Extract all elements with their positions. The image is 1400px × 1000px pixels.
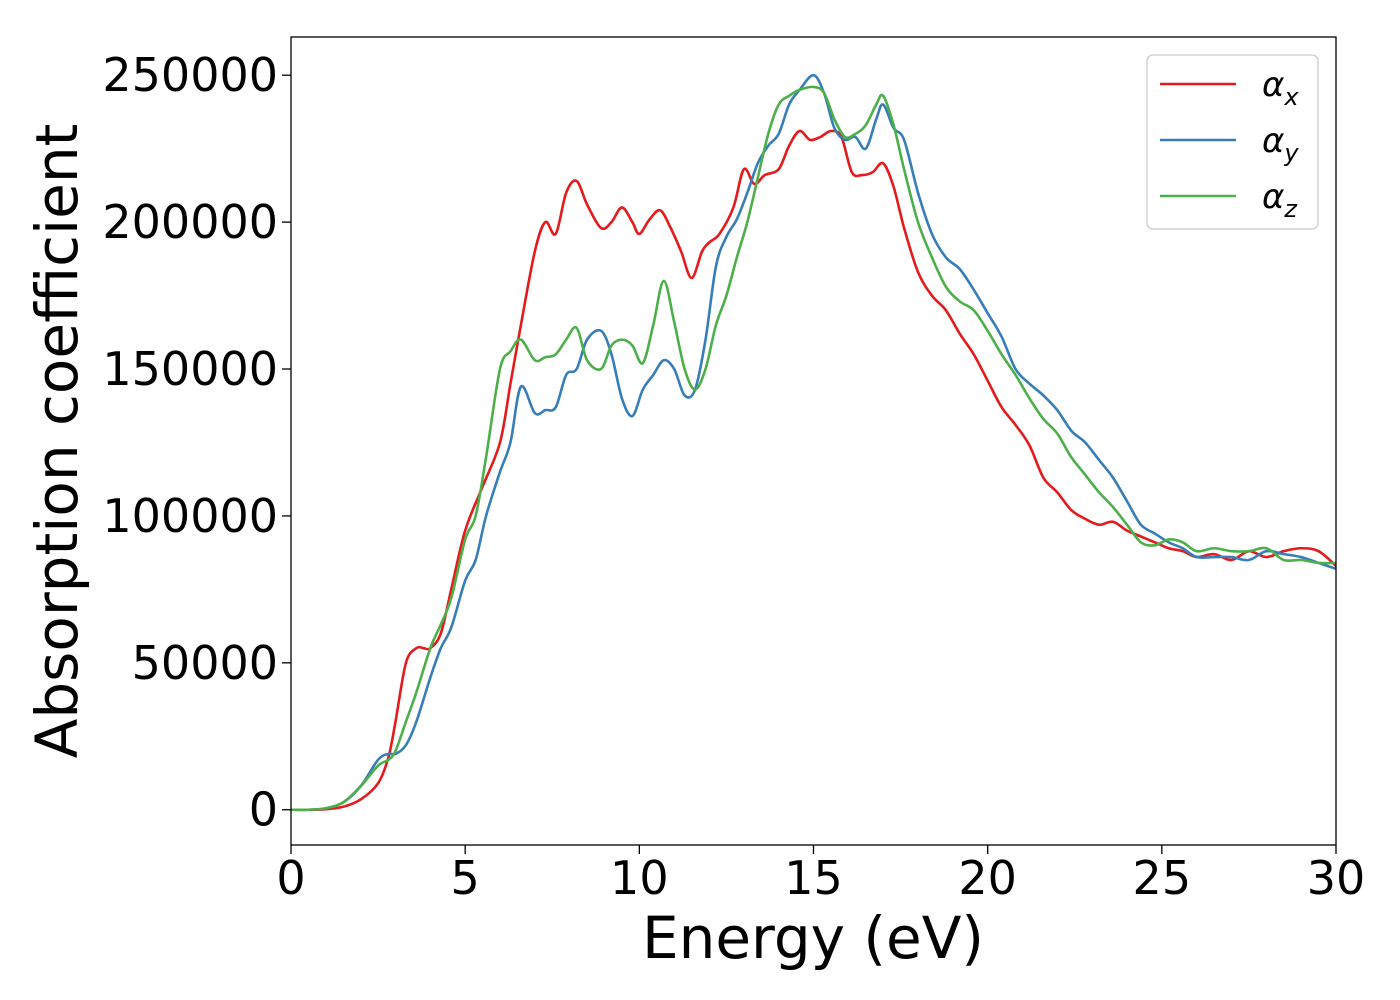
y-tick-label: 100000 bbox=[102, 489, 278, 543]
y-axis-ticks: 0 50000 100000 150000 200000 250000 bbox=[102, 48, 291, 837]
legend-box bbox=[1146, 54, 1319, 230]
legend-label-y: αy bbox=[1262, 121, 1299, 167]
legend-label-x: αx bbox=[1262, 65, 1299, 111]
y-tick-label: 50000 bbox=[132, 636, 278, 690]
x-tick-label: 10 bbox=[610, 851, 669, 905]
x-tick-label: 0 bbox=[276, 851, 305, 905]
series-line-z bbox=[291, 85, 1336, 812]
y-tick-label: 150000 bbox=[102, 342, 278, 396]
series-layer bbox=[291, 73, 1336, 812]
legend: αx αy αz bbox=[1146, 54, 1319, 230]
x-tick-label: 20 bbox=[958, 851, 1017, 905]
y-tick-label: 250000 bbox=[102, 48, 278, 102]
x-tick-label: 15 bbox=[784, 851, 843, 905]
x-tick-label: 5 bbox=[451, 851, 480, 905]
x-tick-label: 30 bbox=[1307, 851, 1366, 905]
y-axis-title: Absorption coefficient bbox=[23, 124, 91, 759]
legend-entries: αx αy αz bbox=[1160, 65, 1299, 223]
legend-label-z: αz bbox=[1262, 177, 1298, 223]
x-axis-title: Energy (eV) bbox=[642, 904, 984, 972]
series-line-y bbox=[291, 73, 1336, 812]
x-axis-ticks: 0 5 10 15 20 25 30 bbox=[276, 845, 1365, 905]
x-tick-label: 25 bbox=[1133, 851, 1192, 905]
y-tick-label: 0 bbox=[249, 783, 278, 837]
y-tick-label: 200000 bbox=[102, 195, 278, 249]
series-line-x bbox=[291, 129, 1336, 812]
